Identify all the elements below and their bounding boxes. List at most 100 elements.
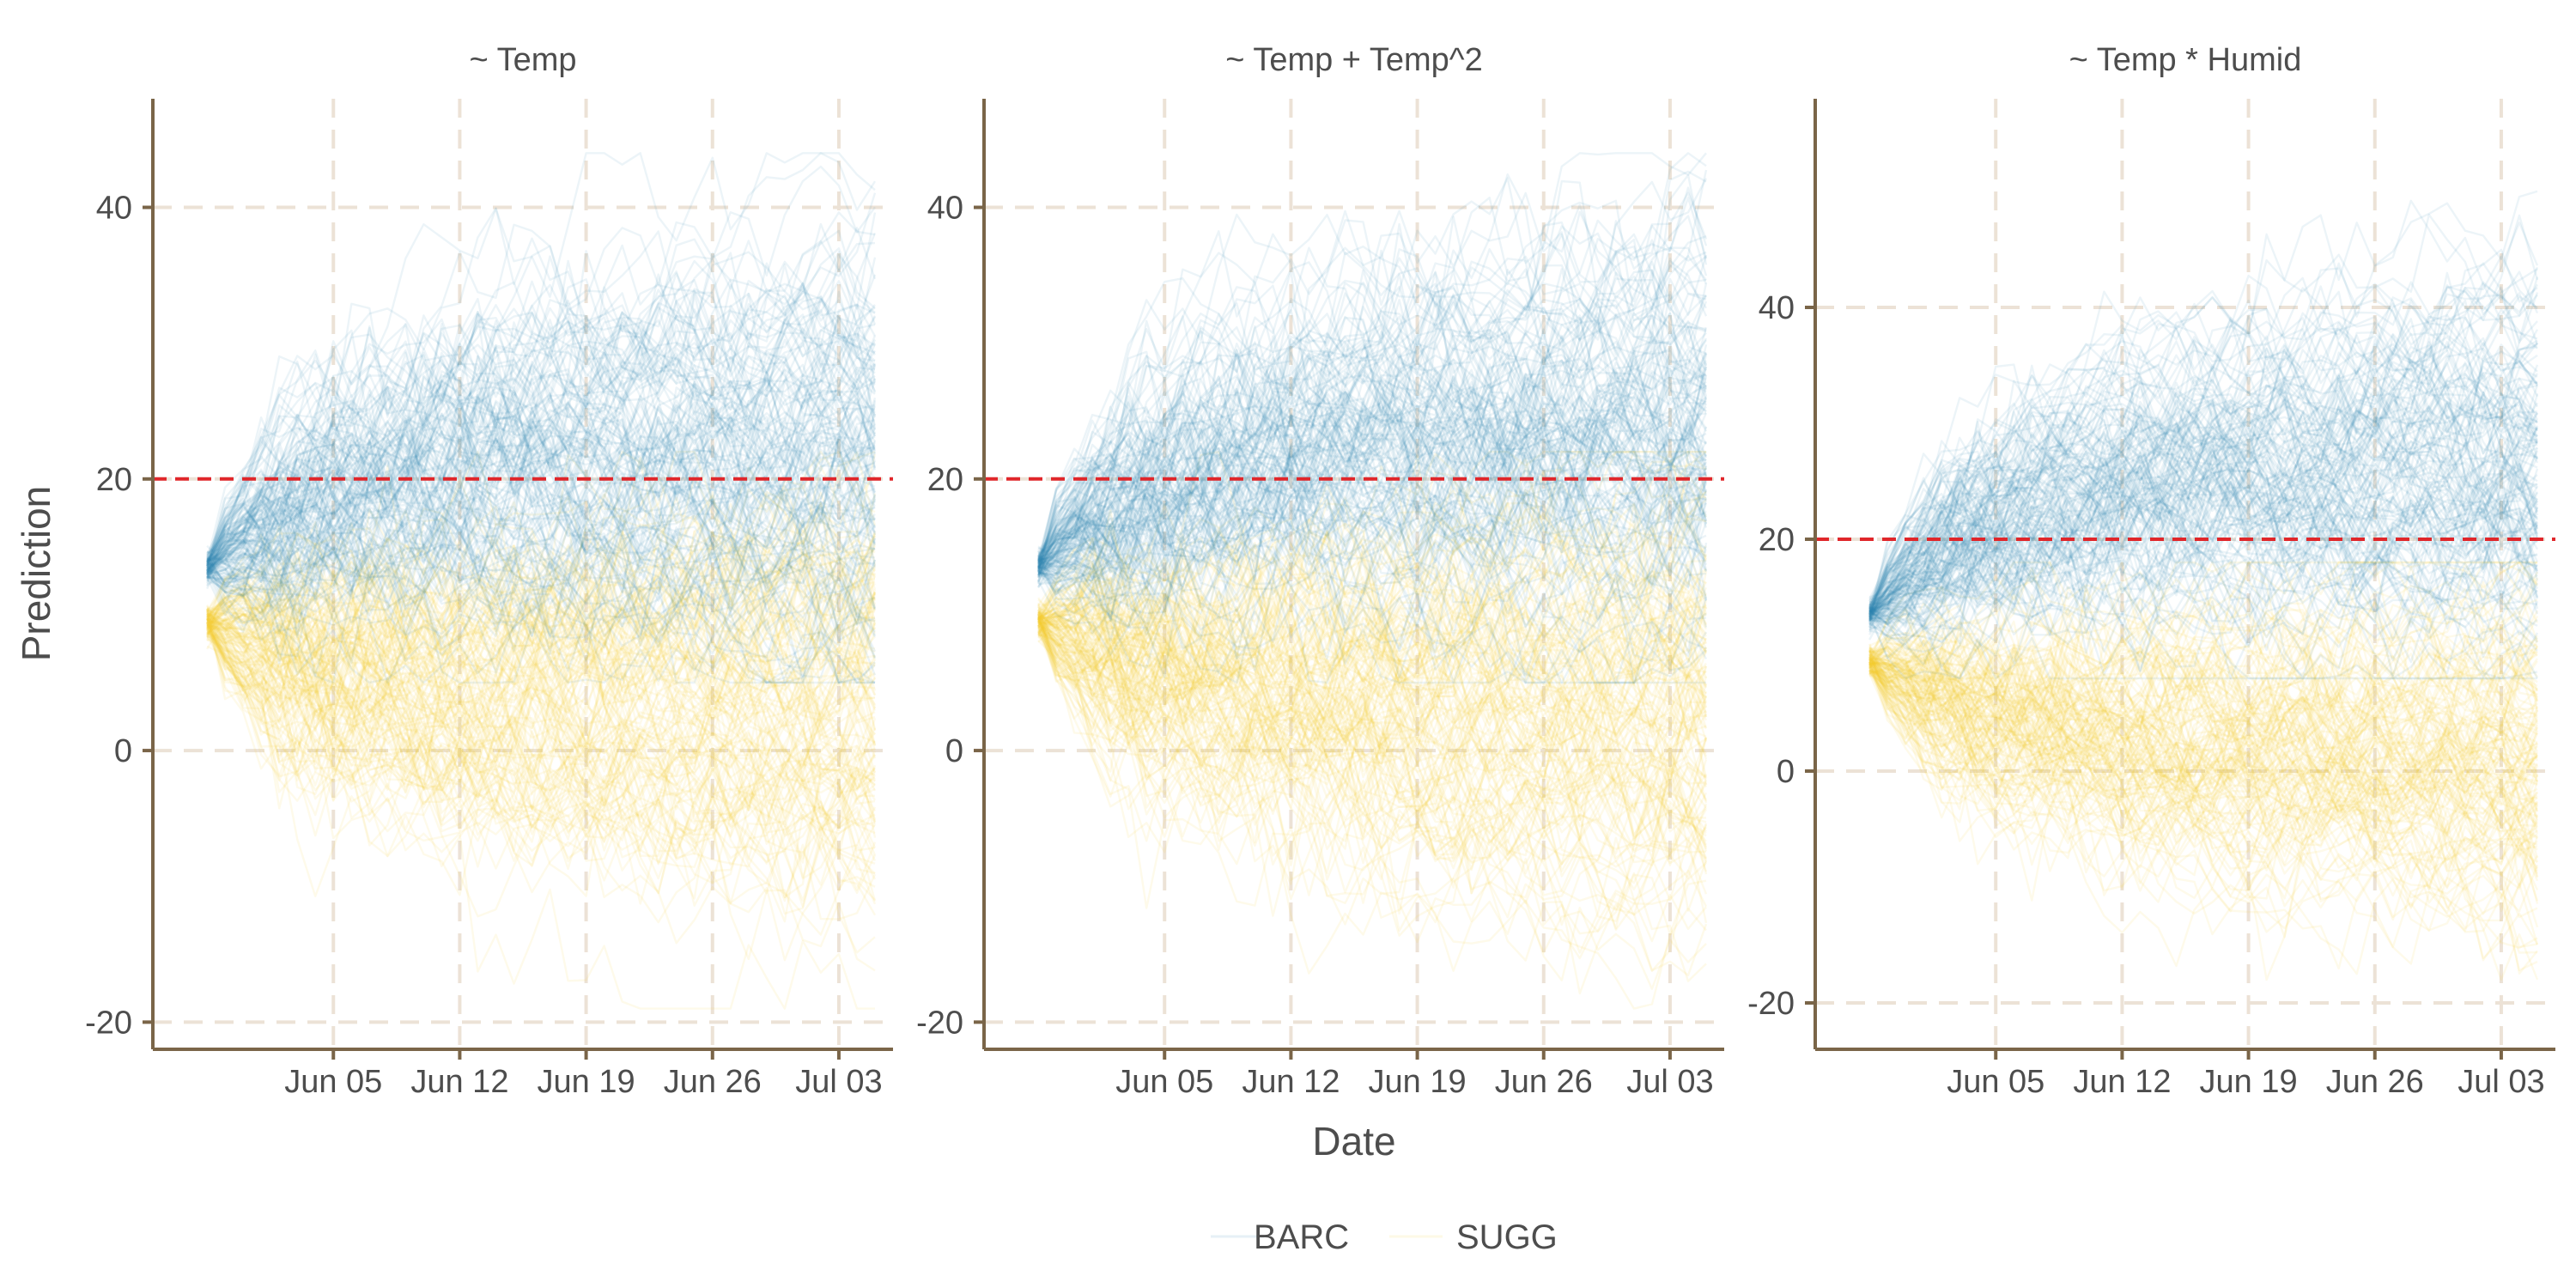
trajectory-line-barc xyxy=(206,364,876,573)
trajectory-line-barc xyxy=(206,402,876,582)
trajectory-line-barc xyxy=(1868,482,2538,611)
trajectory-line-sugg xyxy=(1868,651,2539,904)
trajectory-line-sugg xyxy=(1868,598,2538,745)
trajectory-line-barc xyxy=(1868,526,2539,672)
trajectory-line-sugg xyxy=(206,518,876,666)
trajectory-line-barc xyxy=(206,435,876,584)
x-tick-label: Jun 19 xyxy=(538,1064,635,1100)
trajectory-line-sugg xyxy=(1868,639,2539,858)
trajectory-line-barc xyxy=(206,405,877,564)
trajectory-line-barc xyxy=(1868,501,2539,647)
trajectory-line-barc xyxy=(1037,411,1708,584)
trajectory-line-barc xyxy=(1869,439,2538,606)
trajectory-line-sugg xyxy=(206,548,876,742)
trajectory-line-barc xyxy=(206,426,877,609)
trajectory-line-barc xyxy=(206,282,876,556)
trajectory-line-barc xyxy=(1868,590,2538,680)
trajectory-line-sugg xyxy=(1868,648,2539,981)
trajectory-line-sugg xyxy=(206,619,877,860)
trajectory-line-sugg xyxy=(1036,624,1707,982)
trajectory-line-barc xyxy=(205,299,877,575)
y-tick-label: 40 xyxy=(96,191,132,227)
trajectory-line-barc xyxy=(1037,338,1708,590)
trajectory-line-barc xyxy=(1037,387,1707,598)
trajectory-line-sugg xyxy=(1868,571,2539,740)
trajectory-line-barc xyxy=(205,152,877,571)
trajectory-line-sugg xyxy=(1868,665,2538,813)
trajectory-line-sugg xyxy=(206,631,876,866)
trajectory-line-sugg xyxy=(1037,620,1707,781)
trajectory-line-barc xyxy=(1036,197,1708,561)
trajectory-line-barc xyxy=(1868,362,2539,598)
trajectory-line-sugg xyxy=(1868,602,2538,732)
trajectory-line-sugg xyxy=(1037,518,1707,691)
trajectory-line-sugg xyxy=(205,614,877,819)
trajectory-line-barc xyxy=(1037,359,1708,617)
trajectory-line-sugg xyxy=(1037,614,1707,763)
trajectory-line-barc xyxy=(1037,312,1708,569)
trajectory-line-barc xyxy=(1868,391,2538,620)
trajectory-line-sugg xyxy=(1868,656,2538,954)
trajectory-line-barc xyxy=(1868,460,2538,617)
trajectory-line-barc xyxy=(206,454,876,585)
trajectory-line-sugg xyxy=(1868,665,2538,890)
trajectory-line-barc xyxy=(205,238,877,574)
trajectory-line-sugg xyxy=(1868,642,2538,807)
trajectory-line-barc xyxy=(1868,313,2538,616)
trajectory-line-barc xyxy=(1868,465,2539,633)
trajectory-line-sugg xyxy=(206,555,877,723)
trajectory-line-barc xyxy=(1037,354,1707,580)
trajectory-line-barc xyxy=(1868,373,2538,625)
trajectory-line-barc xyxy=(206,293,877,590)
trajectory-line-barc xyxy=(1036,246,1707,566)
trajectory-line-barc xyxy=(1868,484,2538,680)
trajectory-line-sugg xyxy=(1868,659,2538,824)
series-barc xyxy=(205,152,877,684)
trajectory-line-sugg xyxy=(206,625,876,868)
trajectory-line-barc xyxy=(1037,433,1708,592)
trajectory-line-barc xyxy=(1868,468,2539,623)
trajectory-line-sugg xyxy=(1037,565,1708,746)
trajectory-line-sugg xyxy=(1868,649,2539,864)
trajectory-line-sugg xyxy=(1036,617,1708,995)
trajectory-line-barc xyxy=(1037,342,1707,568)
trajectory-line-sugg xyxy=(206,638,876,901)
trajectory-line-sugg xyxy=(1038,540,1708,755)
trajectory-line-barc xyxy=(1037,481,1708,660)
trajectory-line-sugg xyxy=(1037,523,1708,724)
trajectory-line-barc xyxy=(205,342,877,572)
trajectory-line-sugg xyxy=(1868,661,2538,897)
trajectory-line-sugg xyxy=(206,615,876,810)
trajectory-line-sugg xyxy=(1868,664,2538,975)
trajectory-line-sugg xyxy=(1037,627,1707,827)
trajectory-line-sugg xyxy=(1036,613,1708,857)
trajectory-line-barc xyxy=(1037,338,1707,562)
trajectory-line-sugg xyxy=(1037,617,1707,789)
trajectory-line-sugg xyxy=(1037,451,1708,634)
trajectory-line-barc xyxy=(1868,347,2538,617)
trajectory-line-barc xyxy=(1037,283,1708,558)
trajectory-line-barc xyxy=(206,460,876,631)
trajectory-line-sugg xyxy=(206,603,877,774)
trajectory-line-sugg xyxy=(1037,618,1707,850)
trajectory-line-barc xyxy=(206,418,876,569)
trajectory-line-sugg xyxy=(1868,667,2539,922)
trajectory-line-barc xyxy=(205,288,876,579)
trajectory-line-barc xyxy=(1868,213,2539,619)
trajectory-line-barc xyxy=(205,192,877,574)
trajectory-line-barc xyxy=(1868,473,2539,620)
trajectory-line-sugg xyxy=(1037,522,1707,714)
trajectory-line-barc xyxy=(1868,412,2539,614)
trajectory-line-barc xyxy=(1868,337,2538,608)
series-barc xyxy=(1036,152,1708,684)
trajectory-line-barc xyxy=(1037,410,1707,591)
trajectory-line-barc xyxy=(205,152,876,562)
trajectory-line-sugg xyxy=(206,523,876,709)
trajectory-line-sugg xyxy=(1037,586,1707,729)
trajectory-line-barc xyxy=(205,232,877,575)
trajectory-line-barc xyxy=(1037,355,1707,568)
trajectory-line-sugg xyxy=(1037,622,1708,864)
trajectory-line-barc xyxy=(1868,392,2538,617)
trajectory-line-barc xyxy=(206,475,877,676)
